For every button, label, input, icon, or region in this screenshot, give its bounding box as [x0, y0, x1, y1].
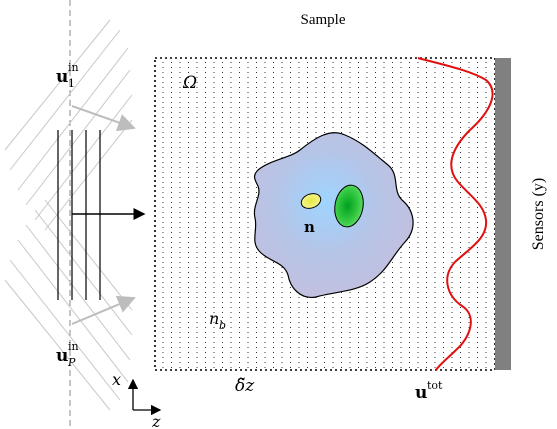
svg-text:n: n: [209, 309, 219, 328]
axis-x-label: x: [112, 370, 121, 389]
total-field-curve: [417, 57, 494, 371]
sample-title: Sample: [301, 12, 346, 28]
u-tot-label: u tot: [415, 379, 443, 403]
svg-text:u: u: [415, 383, 427, 403]
up-in-label: u in P: [56, 340, 79, 369]
u1-in-label: u in 1: [56, 61, 79, 90]
axis-arrow-icon: [127, 378, 162, 416]
nucleus-green: [334, 184, 364, 228]
svg-text:P: P: [67, 356, 76, 369]
sensors-label: Sensors (y): [530, 178, 547, 250]
svg-text:u: u: [56, 346, 68, 366]
svg-text:in: in: [68, 61, 79, 74]
upper-wavefronts: [4, 19, 133, 231]
svg-text:b: b: [219, 319, 226, 332]
nucleus-yellow: [300, 193, 322, 209]
svg-text:in: in: [68, 340, 79, 353]
svg-text:tot: tot: [427, 379, 443, 392]
axis-z-label: z: [151, 412, 161, 429]
n-label: n: [304, 218, 315, 236]
delta-z-label: δ̃z: [235, 376, 255, 396]
slice-grid: [162, 62, 487, 368]
nb-label: n b: [209, 309, 226, 332]
plane-wave-lines: [57, 130, 101, 300]
sensor-bar: [495, 58, 511, 370]
incident-arrow-icon: [71, 295, 136, 325]
svg-text:u: u: [56, 67, 68, 87]
omega-label: Ω: [182, 73, 197, 93]
svg-text:1: 1: [68, 77, 75, 90]
lower-wavefronts: [4, 199, 133, 411]
cell-shape: [253, 132, 414, 299]
incident-arrow-icon: [71, 105, 136, 132]
